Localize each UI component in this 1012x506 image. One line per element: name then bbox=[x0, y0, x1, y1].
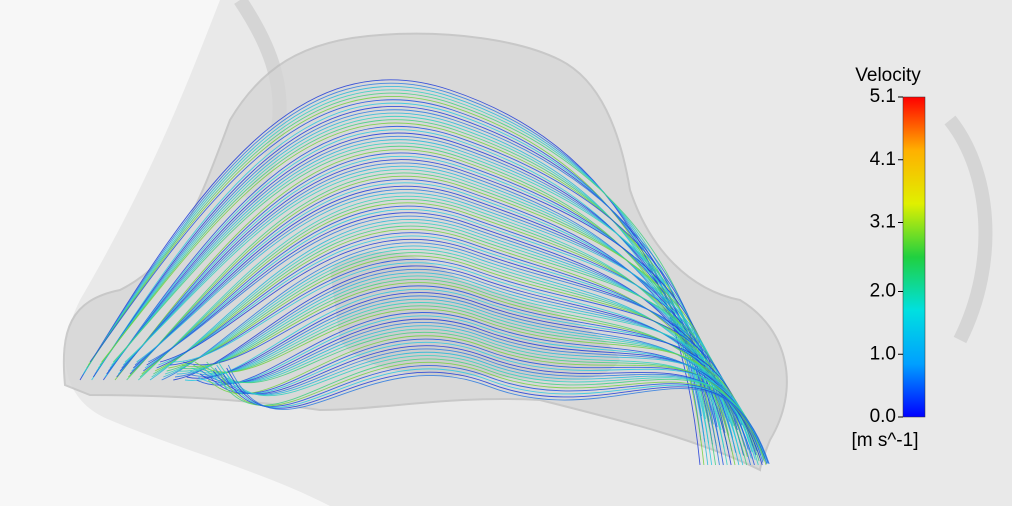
face-outside bbox=[0, 0, 330, 506]
streamline bbox=[139, 199, 729, 451]
streamline bbox=[163, 245, 740, 466]
streamline bbox=[164, 248, 741, 455]
streamline bbox=[153, 225, 735, 415]
streamline bbox=[99, 119, 710, 422]
streamline bbox=[123, 165, 721, 448]
streamline bbox=[131, 182, 725, 449]
streamline bbox=[193, 305, 754, 447]
streamlines bbox=[79, 79, 770, 466]
streamline bbox=[81, 82, 702, 441]
streamline bbox=[94, 109, 708, 376]
streamline bbox=[144, 208, 731, 409]
streamline bbox=[224, 368, 769, 464]
tick-label: 5.1 bbox=[870, 86, 896, 107]
streamline bbox=[196, 311, 755, 466]
streamline bbox=[198, 315, 756, 460]
colorbar-title: Velocity bbox=[855, 65, 921, 86]
streamline bbox=[184, 288, 750, 443]
streamline bbox=[189, 298, 752, 459]
streamline bbox=[199, 318, 757, 456]
streamline bbox=[178, 275, 747, 431]
streamline bbox=[134, 189, 727, 418]
streamline bbox=[114, 149, 717, 446]
streamline bbox=[136, 192, 727, 403]
streamline bbox=[171, 262, 744, 466]
streamline bbox=[111, 142, 716, 387]
streamline bbox=[146, 212, 732, 466]
streamline bbox=[101, 122, 711, 401]
streamline bbox=[227, 364, 770, 465]
tick-label: 2.0 bbox=[870, 281, 896, 302]
streamline bbox=[102, 125, 712, 381]
streamline bbox=[126, 172, 723, 414]
streamline bbox=[161, 242, 739, 420]
streamline bbox=[166, 252, 741, 444]
streamline bbox=[181, 282, 748, 458]
tick-label: 0.0 bbox=[870, 406, 896, 427]
tick-label: 1.0 bbox=[870, 343, 896, 364]
tick-label: 4.1 bbox=[870, 149, 896, 170]
tick-label: 3.1 bbox=[870, 212, 896, 233]
turbinate bbox=[330, 251, 620, 381]
streamline bbox=[176, 272, 746, 439]
colorbar-bar bbox=[902, 96, 926, 418]
streamline bbox=[201, 321, 758, 451]
streamline bbox=[183, 285, 749, 450]
colorbar-unit: [m s^-1] bbox=[852, 430, 919, 451]
streamline bbox=[128, 175, 723, 398]
streamline bbox=[222, 365, 768, 465]
streamline bbox=[174, 268, 745, 447]
streamline bbox=[226, 367, 769, 464]
streamline bbox=[168, 255, 742, 435]
streamline bbox=[204, 328, 759, 466]
streamline bbox=[119, 159, 720, 392]
streamline bbox=[159, 238, 738, 431]
colorbar: Velocity [m s^-1] 0.0 1.0 2.0 3.1 4.1 5.1 bbox=[852, 65, 926, 451]
streamline bbox=[219, 358, 766, 459]
streamline bbox=[188, 295, 751, 466]
streamline bbox=[169, 258, 743, 426]
streamline bbox=[211, 341, 762, 453]
streamline bbox=[92, 106, 707, 397]
streamline bbox=[156, 232, 737, 453]
streamline bbox=[186, 292, 751, 437]
streamline bbox=[84, 89, 703, 393]
streamline bbox=[151, 222, 734, 426]
streamline bbox=[203, 325, 758, 448]
streamline bbox=[191, 301, 753, 453]
streamline bbox=[86, 92, 704, 370]
streamline bbox=[194, 308, 755, 442]
streamline bbox=[143, 205, 730, 422]
streamline bbox=[91, 102, 706, 419]
streamline bbox=[149, 218, 734, 439]
